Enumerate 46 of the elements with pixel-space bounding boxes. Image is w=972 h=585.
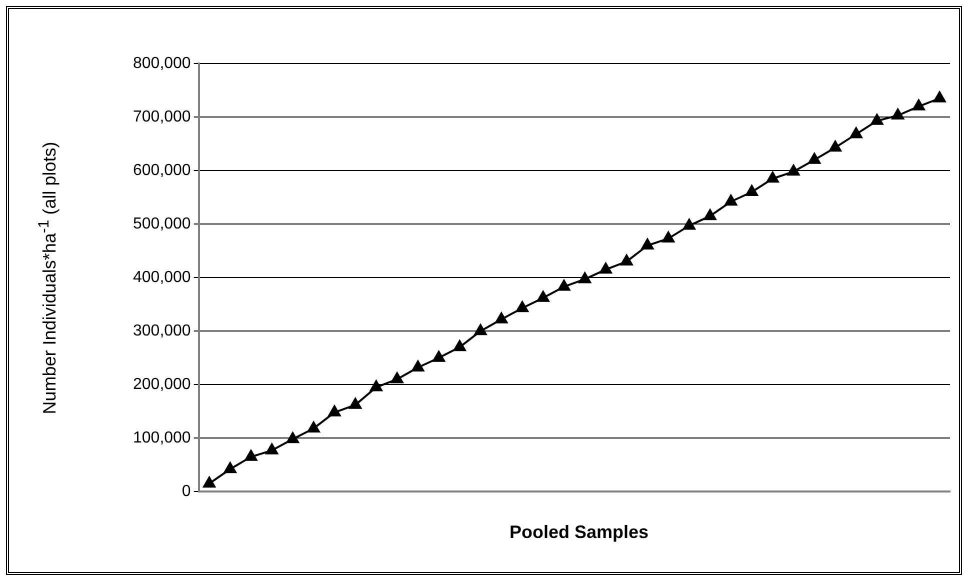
point	[349, 398, 362, 409]
point	[224, 462, 236, 474]
point	[536, 290, 550, 302]
y-tick-label: 0	[182, 483, 191, 500]
y-tick-label: 800,000	[132, 55, 191, 72]
point	[578, 272, 592, 284]
point	[870, 114, 884, 125]
point	[766, 172, 779, 183]
point	[620, 254, 633, 266]
point	[495, 312, 508, 324]
y-tick-label: 700,000	[132, 108, 191, 126]
point	[662, 232, 675, 243]
y-tick-label: 500,000	[132, 216, 191, 233]
point	[641, 238, 654, 250]
point	[746, 185, 758, 196]
point	[432, 350, 445, 362]
point	[474, 324, 487, 336]
point	[724, 194, 738, 206]
point	[328, 405, 341, 416]
point	[704, 209, 716, 220]
point	[850, 127, 862, 138]
point	[912, 99, 925, 110]
point	[244, 450, 258, 461]
x-axis-title: Pooled Samples	[509, 522, 649, 543]
point	[203, 476, 216, 488]
point	[370, 380, 382, 392]
point	[600, 262, 612, 274]
point	[453, 340, 466, 352]
point	[933, 91, 946, 102]
point	[787, 164, 800, 176]
point	[808, 152, 821, 164]
point	[266, 443, 278, 454]
point	[829, 140, 842, 152]
point	[516, 301, 528, 312]
y-tick-label: 400,000	[132, 269, 191, 286]
point	[307, 421, 320, 432]
point	[286, 432, 299, 444]
y-tick-label: 300,000	[132, 322, 191, 340]
point	[390, 372, 404, 384]
y-tick-label: 200,000	[132, 376, 191, 394]
point	[412, 360, 424, 372]
point	[682, 218, 696, 230]
y-tick-label: 600,000	[132, 162, 191, 180]
point	[892, 108, 904, 120]
y-tick-label: 100,000	[132, 430, 191, 447]
point	[558, 280, 570, 291]
